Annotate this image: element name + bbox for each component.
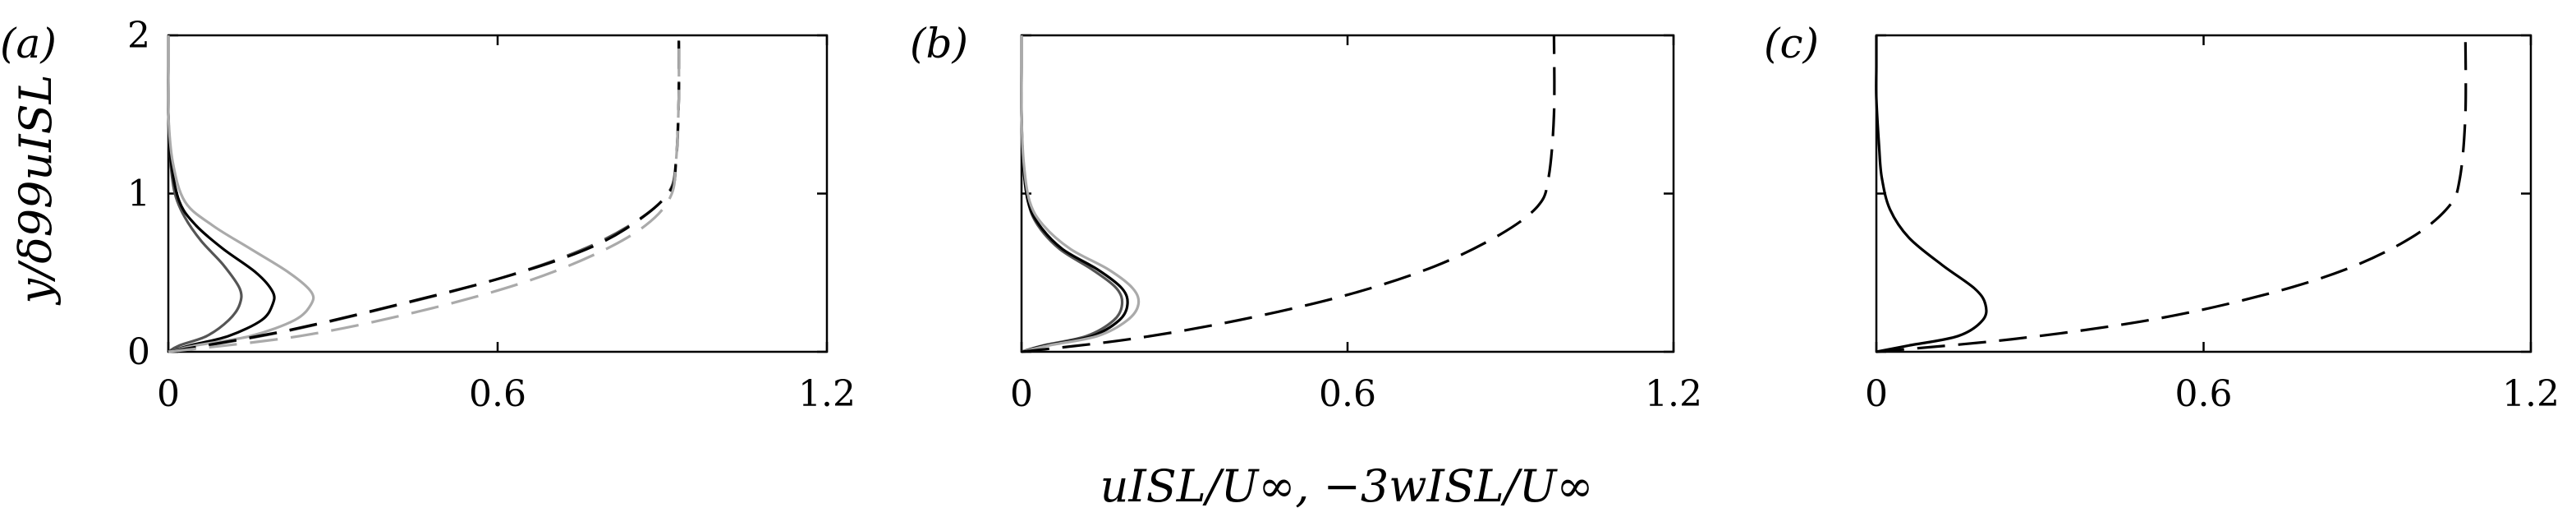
solid-series-line-3 bbox=[1020, 35, 1141, 353]
x-tick-label: 1.2 bbox=[2502, 373, 2560, 415]
panel-label: (a) bbox=[0, 20, 57, 67]
panels-group: (a) 0 0.6 1.2 0 1 2 (b) 0 0.6 1.2 (c) 0 0.6 1.2 bbox=[0, 15, 2560, 415]
x-tick-label: 0.6 bbox=[469, 373, 526, 415]
dashed-series-line-6 bbox=[168, 35, 681, 353]
panel-1: (a) 0 0.6 1.2 0 1 2 bbox=[0, 15, 856, 415]
panel-2: (b) 0 0.6 1.2 bbox=[910, 20, 1702, 415]
solid-series-line-2 bbox=[167, 35, 276, 353]
solid-series-line-3 bbox=[167, 35, 315, 353]
x-tick-label: 0 bbox=[1010, 373, 1033, 415]
panel-label: (c) bbox=[1764, 20, 1819, 67]
panel-3: (c) 0 0.6 1.2 bbox=[1764, 20, 2560, 415]
solid-series-line-1 bbox=[167, 35, 243, 353]
plot-frame bbox=[1875, 34, 2532, 353]
dashed-series-line-5 bbox=[168, 35, 681, 353]
x-tick-label: 0 bbox=[157, 373, 180, 415]
x-tick-label: 0.6 bbox=[1319, 373, 1376, 415]
y-axis-label: y/δ99uISL bbox=[10, 75, 62, 306]
dashed-series-line-4 bbox=[168, 35, 681, 353]
plot-frame bbox=[167, 34, 829, 353]
x-tick-label: 0.6 bbox=[2175, 373, 2233, 415]
solid-series-line-2 bbox=[1020, 35, 1129, 353]
solid-series-line-1 bbox=[1875, 35, 1988, 353]
y-tick-label: 0 bbox=[127, 331, 150, 373]
y-tick-label: 1 bbox=[127, 173, 150, 215]
dashed-series-line-4 bbox=[1021, 35, 1556, 353]
y-tick-label: 2 bbox=[127, 15, 150, 57]
dashed-series-line-2 bbox=[1876, 35, 2468, 353]
plot-frame bbox=[1020, 34, 1675, 353]
x-tick-label: 1.2 bbox=[798, 373, 856, 415]
x-tick-label: 0 bbox=[1865, 373, 1888, 415]
x-axis-label: uISL/U∞, −3wISL/U∞ bbox=[1100, 460, 1594, 512]
solid-series-line-1 bbox=[1020, 35, 1124, 353]
panel-label: (b) bbox=[910, 20, 968, 67]
x-tick-label: 1.2 bbox=[1645, 373, 1702, 415]
